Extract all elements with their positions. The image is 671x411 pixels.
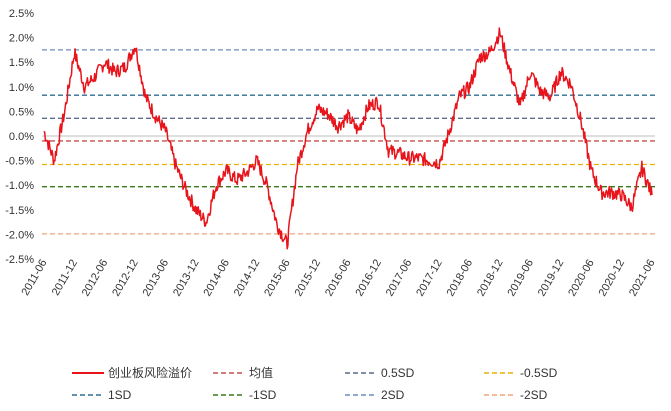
x-tick-label: 2014-12 [232, 258, 263, 299]
y-axis-ticks: 2.5% 2.0% 1.5% 1.0% 0.5% 0.0% -0.5% -1.0% -1.5% -… [5, 8, 34, 266]
x-tick-label: 2017-12 [414, 258, 445, 299]
x-tick-label: 2016-06 [323, 258, 354, 299]
y-tick-label: 1.0% [9, 82, 34, 94]
legend-label: 0.5SD [381, 366, 415, 380]
x-tick-label: 2012-12 [110, 258, 141, 299]
x-tick-label: 2018-12 [475, 258, 506, 299]
y-tick-label: 2.5% [9, 8, 34, 20]
x-tick-label: 2011-12 [50, 258, 80, 298]
legend-label: 创业板风险溢价 [108, 365, 192, 380]
y-tick-label: -2.5% [5, 254, 34, 266]
reference-lines [42, 49, 655, 235]
legend-label: 2SD [381, 388, 405, 402]
x-axis-ticks: 2011-06 2011-12 2012-06 2012-12 2013-06 2013-… [19, 257, 657, 298]
x-tick-label: 2015-12 [293, 258, 324, 299]
x-tick-label: 2019-06 [505, 258, 536, 299]
x-tick-label: 2013-12 [171, 258, 202, 299]
x-tick-label: 2021-06 [627, 258, 658, 299]
series-layer [43, 27, 653, 250]
y-tick-label: 1.5% [9, 57, 34, 69]
x-tick-label: 2015-06 [262, 258, 293, 299]
x-tick-label: 2017-06 [384, 258, 415, 299]
series-line-risk-premium [43, 27, 653, 250]
legend-label: -0.5SD [520, 366, 558, 380]
x-tick-label: 2019-12 [536, 258, 567, 299]
legend-label: 均值 [249, 365, 273, 380]
x-tick-label: 2013-06 [141, 258, 172, 299]
x-tick-label: 2020-12 [597, 258, 628, 299]
x-tick-label: 2016-12 [353, 258, 384, 299]
y-tick-label: 0.0% [9, 131, 34, 143]
legend-label: 1SD [108, 388, 132, 402]
y-tick-label: 2.0% [9, 33, 34, 45]
legend-label: -1SD [249, 388, 277, 402]
y-tick-label: -2.0% [5, 229, 34, 241]
x-tick-label: 2012-06 [80, 258, 111, 299]
y-tick-label: 0.5% [9, 106, 34, 118]
x-tick-label: 2018-06 [445, 257, 476, 298]
y-tick-label: -0.5% [5, 156, 34, 168]
y-tick-label: -1.0% [5, 180, 34, 192]
x-tick-label: 2020-06 [566, 258, 597, 299]
legend: 创业板风险溢价 均值 0.5SD -0.5SD 1SD -1SD 2SD -2SD [72, 365, 558, 402]
y-tick-label: -1.5% [5, 205, 34, 217]
legend-label: -2SD [520, 388, 548, 402]
x-tick-label: 2014-06 [201, 258, 232, 299]
